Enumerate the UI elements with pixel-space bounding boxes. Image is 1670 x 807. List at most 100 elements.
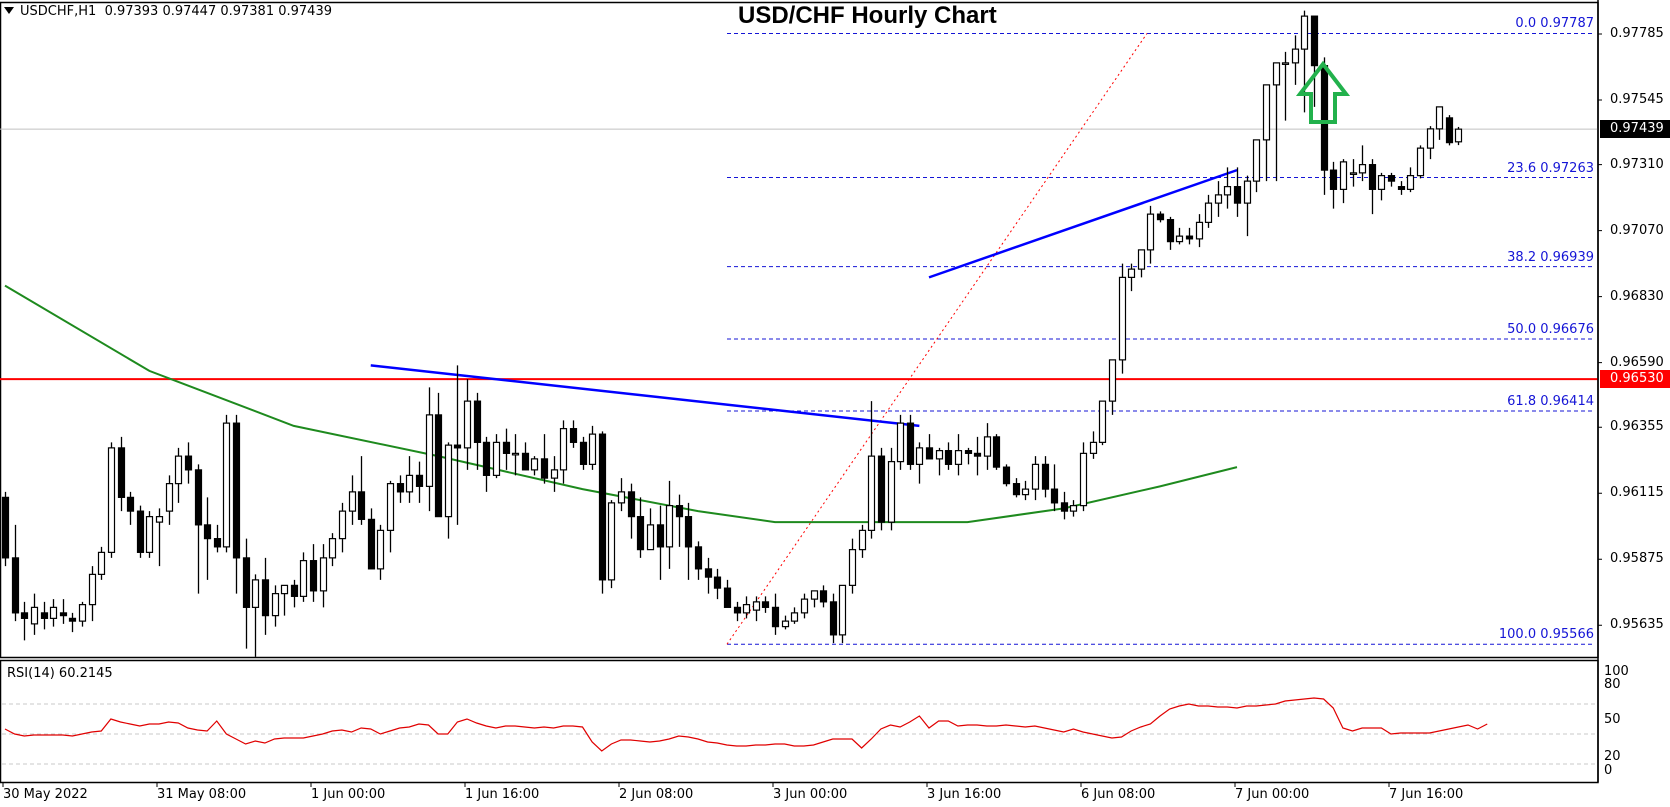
rsi-line [4,697,1488,752]
candle [511,434,520,476]
candle [1137,249,1146,278]
time-tick-label: 1 Jun 00:00 [311,787,386,802]
collapse-triangle-icon[interactable] [4,7,14,14]
candle [357,456,366,525]
time-tick-label: 7 Jun 16:00 [1389,787,1464,802]
rsi-label: RSI(14) 60.2145 [7,666,113,681]
candle [492,434,501,479]
candle [867,401,876,539]
time-tick-label: 3 Jun 00:00 [773,787,848,802]
rsi-tick-label: 100 [1604,664,1629,679]
candle [983,423,992,470]
candle [213,524,222,553]
candle [126,491,135,525]
candle [656,505,665,580]
candle [473,392,482,470]
candle [78,601,87,627]
candle [1291,35,1300,85]
symbol-name: USDCHF,H1 [20,4,97,19]
time-tick-label: 31 May 08:00 [157,787,247,802]
candle [954,434,963,476]
candle [40,601,49,630]
candle [1252,139,1261,193]
candle [502,428,511,470]
candle [829,593,838,644]
candle [906,414,915,470]
candle [11,524,20,622]
price-tick-label: 0.95875 [1610,551,1664,567]
candle [761,596,770,613]
candle [1069,500,1078,517]
time-tick-label: 6 Jun 08:00 [1081,787,1156,802]
candle [145,511,154,558]
arrow-up-icon [1295,60,1351,124]
candle [271,585,280,627]
candle [49,599,58,627]
rsi-tick-label: 0 [1604,763,1613,778]
candle [992,434,1001,470]
candle [1079,442,1088,512]
candle [819,585,828,608]
candle [1339,159,1348,204]
candle [627,483,636,539]
price-tick-label: 0.97785 [1610,26,1664,41]
moving-average-line [4,284,1238,524]
candle [887,447,896,531]
candle [136,505,145,558]
fib-level-label: 23.6 0.97263 [1507,160,1594,176]
candle [1310,15,1319,107]
candle [733,601,742,622]
candle [367,508,376,570]
candle [1426,126,1435,160]
candle [30,593,39,635]
candle [1320,57,1329,195]
candle [781,615,790,630]
rsi-tick-label: 50 [1604,712,1621,727]
chart-title: USD/CHF Hourly Chart [738,2,997,29]
candle [1204,194,1213,228]
candle [376,524,385,580]
candle [59,599,68,624]
candle [1300,10,1309,113]
candle [203,497,212,580]
candle [559,420,568,484]
candle [290,579,299,608]
candle [1002,464,1011,487]
candle [1397,181,1406,195]
candle [1175,227,1184,245]
candle [588,425,597,470]
candle [1223,167,1232,209]
candle [434,392,443,518]
candle [877,447,886,531]
candle [107,442,116,558]
time-tick-label: 2 Jun 08:00 [619,787,694,802]
candle [550,456,559,492]
candle [1214,181,1223,217]
price-tick-label: 0.96355 [1610,419,1664,435]
fib-level-label: 0.0 0.97787 [1515,16,1594,32]
candle [915,442,924,484]
candle [1050,464,1059,512]
fib-level-label: 100.0 0.95566 [1498,627,1594,643]
candle [425,387,434,512]
candle [540,434,549,484]
ohlc-values: 0.97393 0.97447 0.97381 0.97439 [104,4,332,19]
bearish-trendline [370,364,920,428]
candle [165,475,174,525]
candle [1281,51,1290,121]
bullish-trendline [928,168,1238,279]
candle [1166,216,1175,250]
candle [598,431,607,594]
candle [222,414,231,553]
candle [964,447,973,465]
candle [1146,205,1155,264]
candle [896,414,905,470]
candle [482,436,491,492]
candle [1089,431,1098,459]
candle [694,541,703,580]
fib-level-label: 38.2 0.96939 [1507,249,1594,265]
candle [97,546,106,580]
candle [68,612,77,633]
